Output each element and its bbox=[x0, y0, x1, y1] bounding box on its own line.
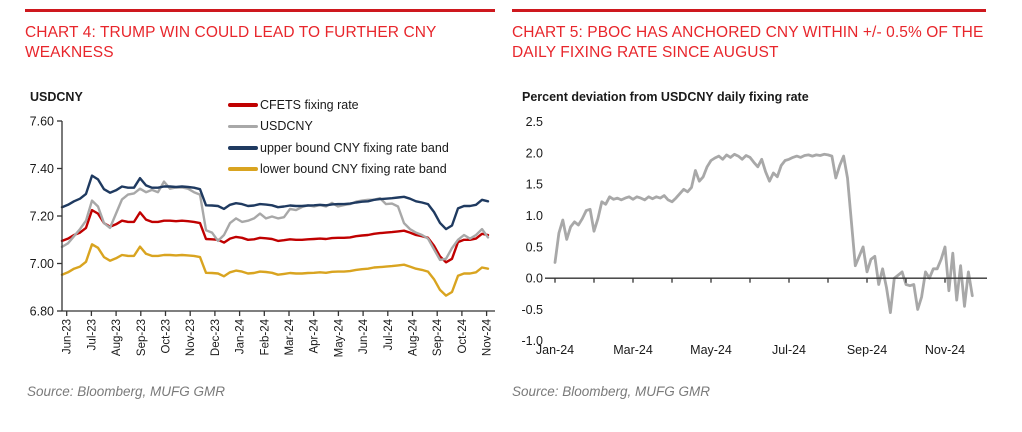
svg-text:Sep-24: Sep-24 bbox=[432, 318, 444, 356]
svg-text:0.0: 0.0 bbox=[526, 272, 543, 286]
chart4-top-rule bbox=[25, 9, 495, 13]
svg-text:Apr-24: Apr-24 bbox=[309, 318, 321, 353]
upper-band-line-swatch bbox=[228, 145, 258, 150]
svg-text:-1.0: -1.0 bbox=[521, 334, 543, 348]
svg-text:Aug-24: Aug-24 bbox=[408, 318, 420, 356]
svg-text:Jun-23: Jun-23 bbox=[62, 319, 74, 354]
chart4-y-axis-title: USDCNY bbox=[30, 90, 83, 104]
svg-text:May-24: May-24 bbox=[333, 318, 345, 357]
chart5-subtitle: Percent deviation from USDCNY daily fixi… bbox=[522, 90, 809, 104]
svg-text:Aug-23: Aug-23 bbox=[111, 319, 123, 356]
svg-text:Jul-24: Jul-24 bbox=[772, 343, 806, 357]
svg-text:Jul-24: Jul-24 bbox=[383, 318, 395, 350]
chart4-legend: CFETS fixing rate USDCNY upper bound CNY… bbox=[228, 97, 449, 183]
svg-text:May-24: May-24 bbox=[690, 343, 732, 357]
svg-text:2.5: 2.5 bbox=[526, 115, 543, 129]
chart5-panel: CHART 5: PBOC HAS ANCHORED CNY WITHIN +/… bbox=[511, 0, 1022, 432]
svg-text:0.5: 0.5 bbox=[526, 240, 543, 254]
svg-text:-0.5: -0.5 bbox=[521, 303, 543, 317]
svg-text:Mar-24: Mar-24 bbox=[613, 343, 653, 357]
svg-text:6.80: 6.80 bbox=[30, 304, 54, 318]
svg-text:7.20: 7.20 bbox=[30, 209, 54, 223]
svg-text:1.0: 1.0 bbox=[526, 209, 543, 223]
svg-text:Sep-24: Sep-24 bbox=[847, 343, 887, 357]
legend-item-usdcny: USDCNY bbox=[228, 118, 449, 134]
chart4-plot: 7.60 7.40 7.20 7.00 6.80 Jun-23 Jul-23 Aug-23 Se… bbox=[30, 114, 495, 357]
svg-text:7.40: 7.40 bbox=[30, 162, 54, 176]
legend-item-cfets-fixing-rate: CFETS fixing rate bbox=[228, 97, 449, 113]
svg-text:Jan-24: Jan-24 bbox=[536, 343, 574, 357]
svg-text:Jan-24: Jan-24 bbox=[235, 318, 247, 354]
svg-text:Dec-23: Dec-23 bbox=[210, 319, 222, 356]
chart5-top-rule bbox=[512, 9, 986, 13]
svg-text:7.00: 7.00 bbox=[30, 257, 54, 271]
svg-text:1.5: 1.5 bbox=[526, 178, 543, 192]
lower-band-line-swatch bbox=[228, 167, 258, 171]
chart5-source: Source: Bloomberg, MUFG GMR bbox=[512, 384, 711, 399]
svg-text:Feb-24: Feb-24 bbox=[259, 318, 271, 355]
legend-item-upper-band: upper bound CNY fixing rate band bbox=[228, 140, 449, 156]
chart4-panel: CHART 4: TRUMP WIN COULD LEAD TO FURTHER… bbox=[25, 9, 495, 399]
svg-text:Jun-24: Jun-24 bbox=[358, 318, 370, 354]
svg-text:7.60: 7.60 bbox=[30, 114, 54, 128]
chart4-source: Source: Bloomberg, MUFG GMR bbox=[27, 384, 226, 399]
svg-text:Mar-24: Mar-24 bbox=[284, 318, 296, 355]
svg-text:2.0: 2.0 bbox=[526, 146, 543, 160]
svg-text:Jul-23: Jul-23 bbox=[86, 319, 98, 350]
usdcny-line-swatch bbox=[228, 124, 258, 129]
chart5-title: CHART 5: PBOC HAS ANCHORED CNY WITHIN +/… bbox=[512, 24, 984, 61]
svg-text:Oct-23: Oct-23 bbox=[161, 319, 173, 354]
svg-text:Oct-24: Oct-24 bbox=[457, 318, 469, 353]
chart4-title: CHART 4: TRUMP WIN COULD LEAD TO FURTHER… bbox=[25, 24, 437, 61]
svg-text:Nov-24: Nov-24 bbox=[925, 343, 965, 357]
legend-item-lower-band: lower bound CNY fixing rate band bbox=[228, 161, 449, 177]
svg-text:Nov-23: Nov-23 bbox=[185, 319, 197, 356]
svg-text:Nov-24: Nov-24 bbox=[482, 318, 494, 356]
cfets-line-swatch bbox=[228, 103, 258, 107]
svg-text:Sep-23: Sep-23 bbox=[136, 319, 148, 356]
